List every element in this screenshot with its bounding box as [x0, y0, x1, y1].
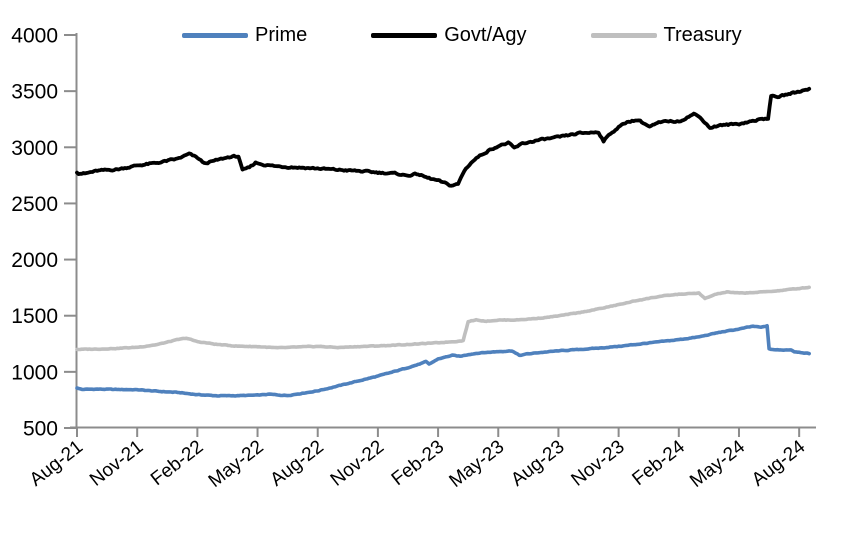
- x-tick-label: May-24: [686, 436, 749, 492]
- x-tick-label: Nov-21: [86, 436, 147, 490]
- x-tick-label: Aug-23: [507, 436, 568, 490]
- y-tick-label: 1500: [11, 305, 58, 328]
- y-tick-label: 1000: [11, 361, 58, 384]
- y-tick-label: 4000: [11, 25, 58, 48]
- y-tick-label: 3000: [11, 137, 58, 160]
- legend-label-treasury: Treasury: [663, 24, 742, 46]
- govt-agy-series-line: [75, 86, 812, 188]
- x-tick-label: Aug-22: [267, 436, 328, 490]
- x-tick-label: Feb-23: [388, 436, 448, 490]
- y-tick-label: 2500: [11, 193, 58, 216]
- x-tick-label: May-23: [445, 436, 508, 492]
- legend-item-govt-agy: Govt/Agy: [371, 24, 527, 46]
- x-tick-label: Nov-23: [568, 436, 629, 490]
- chart-legend: Prime Govt/Agy Treasury: [182, 25, 742, 45]
- prime-line-swatch: [182, 32, 248, 38]
- x-tick-label: Aug-24: [748, 436, 810, 491]
- legend-label-prime: Prime: [255, 24, 308, 46]
- x-tick-label: May-22: [205, 436, 268, 492]
- legend-item-prime: Prime: [182, 25, 307, 45]
- treasury-series-line: [75, 285, 812, 352]
- x-tick-label: Feb-22: [147, 436, 207, 490]
- legend-item-treasury: Treasury: [590, 24, 742, 46]
- x-tick-label: Nov-22: [327, 436, 388, 490]
- prime-series-line: [75, 323, 812, 398]
- x-tick-label: Aug-21: [26, 436, 87, 490]
- legend-label-govt-agy: Govt/Agy: [444, 24, 527, 46]
- y-tick-label: 2000: [11, 249, 58, 272]
- y-tick-label: 3500: [11, 81, 58, 104]
- y-tick-label: 500: [23, 418, 58, 441]
- treasury-line-swatch: [590, 32, 657, 38]
- govt-agy-line-swatch: [371, 32, 438, 38]
- x-tick-label: Feb-24: [629, 436, 690, 490]
